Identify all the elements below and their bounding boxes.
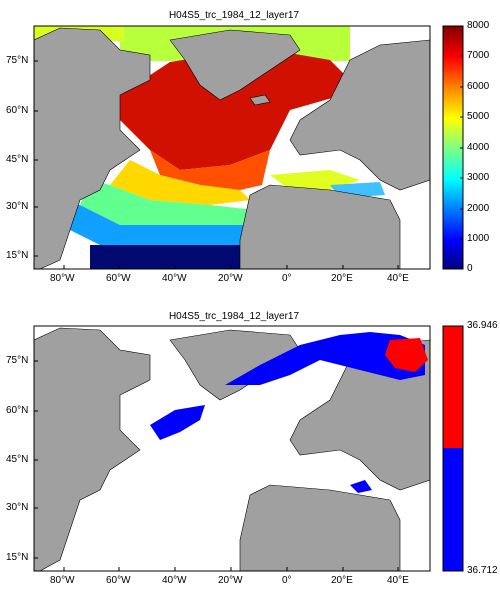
p2-lon-20w: 20°W: [218, 575, 243, 586]
cb1-tick-1000: 1000: [467, 233, 490, 244]
cb1-tick-0: 0: [467, 263, 473, 274]
p2-lat-60: 60°N: [6, 405, 29, 416]
p2-lon-60w: 60°W: [106, 575, 131, 586]
cb1-tick-2000: 2000: [467, 203, 490, 214]
colorbar2-high: [443, 326, 463, 448]
p2-lat-30: 30°N: [6, 502, 29, 513]
p1-lon-80w: 80°W: [50, 273, 75, 284]
p2-lat-75: 75°N: [6, 355, 29, 366]
land2-north-america: [34, 327, 151, 571]
colorbar2-low: [443, 448, 463, 571]
p1-lat-30: 30°N: [6, 201, 29, 212]
p1-lat-45: 45°N: [6, 154, 29, 165]
p2-lon-40e: 40°E: [387, 575, 409, 586]
land-iceland: [249, 94, 271, 106]
land-europe-asia: [289, 39, 430, 191]
p1-lon-20w: 20°W: [218, 273, 243, 284]
p2-lon-0: 0°: [282, 575, 292, 586]
p1-lon-40w: 40°W: [162, 273, 187, 284]
cb1-tick-5000: 5000: [467, 111, 490, 122]
p2-lon-40w: 40°W: [162, 575, 187, 586]
land-greenland: [169, 29, 301, 101]
panel1-title: H04S5_trc_1984_12_layer17: [168, 10, 300, 21]
p1-lon-40e: 40°E: [387, 273, 409, 284]
cb1-tick-4000: 4000: [467, 142, 490, 153]
p2-lon-20e: 20°E: [331, 575, 353, 586]
region-low-med: [350, 480, 372, 493]
cb1-tick-6000: 6000: [467, 81, 490, 92]
p1-lat-15: 15°N: [6, 250, 29, 261]
p2-lon-80w: 80°W: [50, 575, 75, 586]
land-africa: [239, 184, 401, 269]
land2-africa: [239, 484, 401, 571]
p1-lon-60w: 60°W: [106, 273, 131, 284]
p2-lat-45: 45°N: [6, 454, 29, 465]
cb1-tick-3000: 3000: [467, 172, 490, 183]
cb2-tick-max: 36.946: [467, 320, 498, 331]
p1-lat-60: 60°N: [6, 105, 29, 116]
p1-lon-0: 0°: [282, 273, 292, 284]
cb1-tick-7000: 7000: [467, 50, 490, 61]
cb1-tick-8000: 8000: [467, 20, 490, 31]
region-low-arctic: [225, 332, 425, 385]
region-low-labrador: [150, 405, 205, 440]
land-north-america: [34, 27, 151, 269]
cb2-tick-min: 36.712: [467, 565, 498, 576]
p2-lat-15: 15°N: [6, 552, 29, 563]
p1-lat-75: 75°N: [6, 55, 29, 66]
region-high-arctic: [385, 338, 428, 372]
p1-lon-20e: 20°E: [331, 273, 353, 284]
field-high: [120, 48, 360, 170]
panel2-title: H04S5_trc_1984_12_layer17: [168, 311, 300, 322]
